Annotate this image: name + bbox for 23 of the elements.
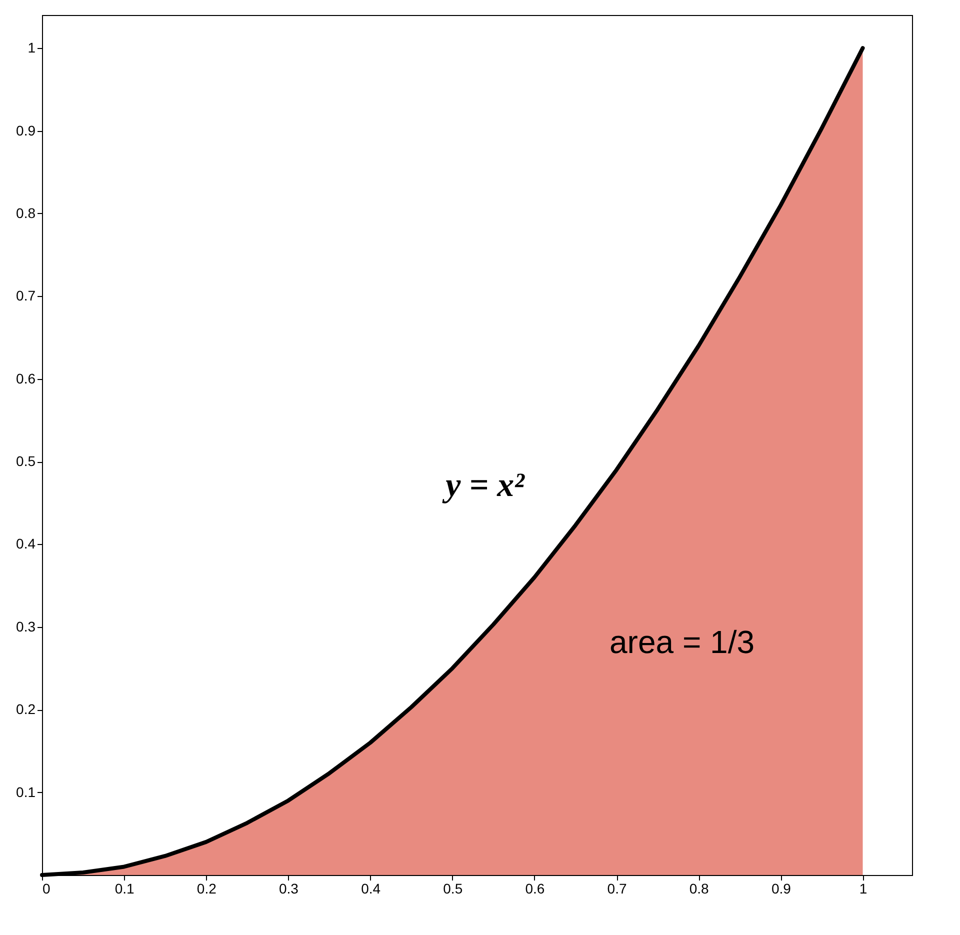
y-tick-label: 0.4 [16, 536, 36, 552]
x-tick-label: 0.6 [525, 880, 545, 896]
y-tick-label: 0.8 [16, 204, 36, 221]
annotation: area = 1/3 [610, 624, 754, 660]
x-tick-label: 0.8 [689, 880, 710, 896]
y-tick-label: 0.9 [16, 122, 36, 138]
y-tick-label: 0.5 [16, 453, 36, 470]
x-tick-label: 0.5 [443, 880, 463, 896]
x-tick-label: 0 [42, 880, 50, 896]
x-tick-label: 0.4 [361, 880, 381, 896]
y-tick-label: 0.3 [16, 618, 36, 634]
x-tick-label: 0.9 [771, 880, 792, 896]
x-tick-label: 0.1 [114, 880, 135, 896]
x-tick-label: 1 [859, 880, 868, 896]
x-tick-label: 0.3 [278, 880, 299, 896]
y-tick-label: 0.7 [16, 288, 36, 304]
x-tick-label: 0.7 [607, 880, 627, 896]
annotation: y = x² [442, 467, 526, 504]
y-tick-label: 0.6 [16, 370, 36, 386]
x-tick-label: 0.2 [196, 880, 217, 896]
y-tick-label: 0.2 [16, 701, 36, 718]
y-tick-label: 0.1 [16, 784, 36, 800]
y-tick-label: 1 [28, 40, 36, 56]
